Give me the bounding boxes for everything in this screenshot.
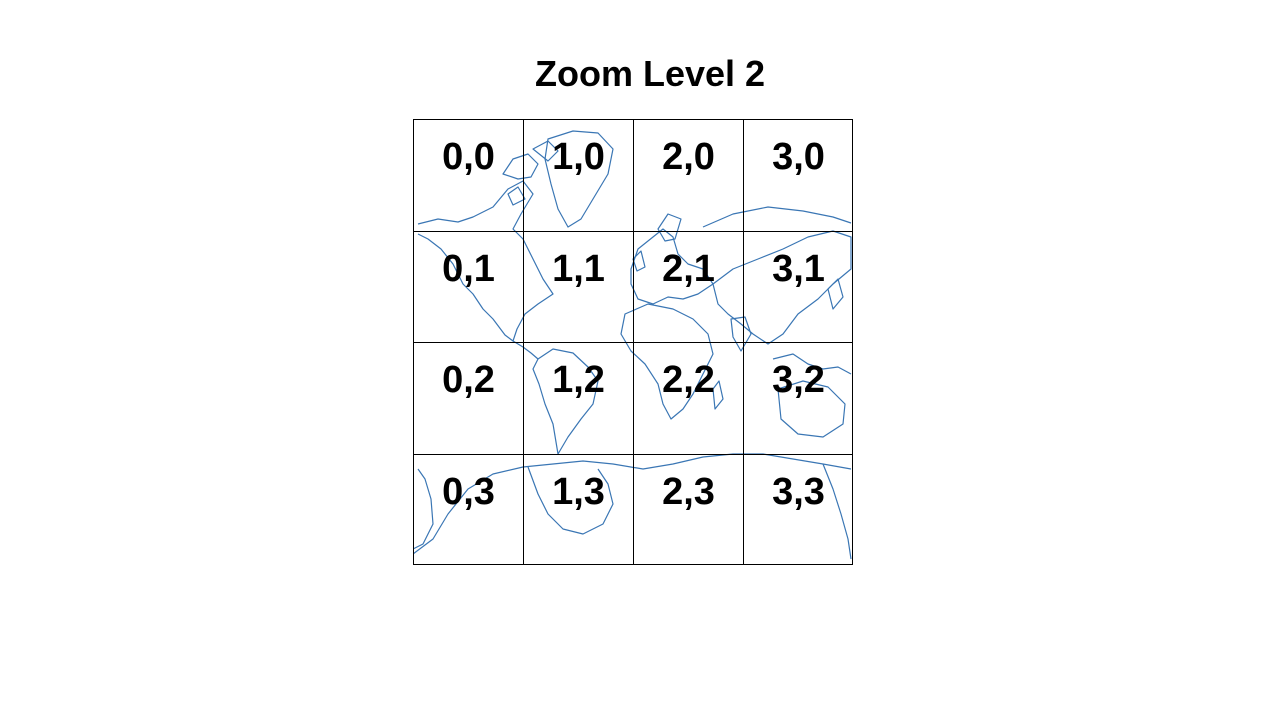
scandinavia-coast: [657, 213, 682, 242]
south-america-coast: [532, 348, 599, 455]
tile-label: 1,3: [552, 470, 605, 513]
tile-label: 1,2: [552, 359, 605, 401]
tile-label: 1,1: [552, 247, 605, 290]
tile-0-2[interactable]: 0,2: [413, 342, 523, 454]
tile-0-1[interactable]: 0,1: [413, 230, 523, 342]
indonesia-coast: [772, 353, 852, 375]
tile-label: 2,1: [662, 247, 715, 290]
tile-0-0[interactable]: 0,0: [413, 119, 523, 231]
japan-coast: [827, 278, 844, 310]
tile-2-1[interactable]: 2,1: [633, 230, 743, 342]
slide-title: Zoom Level 2: [534, 53, 766, 94]
tile-label: 3,1: [772, 247, 825, 290]
madagascar-coast: [712, 380, 724, 410]
tile-1-3[interactable]: 1,3: [523, 453, 633, 565]
tile-1-0[interactable]: 1,0: [523, 119, 633, 231]
siberia-coast: [702, 206, 852, 228]
tile-label: 2,3: [662, 470, 715, 513]
antarctica-east-coast: [822, 463, 852, 560]
uk-coast: [632, 250, 646, 272]
tile-label: 3,3: [772, 470, 825, 513]
tile-grid: 0,0 1,0 2,0 3,0 0,1 1,1 2,1 3,1 0,2 1,2 …: [413, 119, 853, 565]
tile-0-3[interactable]: 0,3: [413, 453, 523, 565]
australia-coast: [777, 380, 846, 438]
tile-3-3[interactable]: 3,3: [743, 453, 853, 565]
europe-coast: [630, 228, 714, 305]
tile-label: 0,1: [442, 247, 495, 290]
central-america-coast: [512, 340, 539, 360]
tile-label: 0,0: [442, 136, 495, 178]
tile-label: 2,0: [662, 136, 715, 178]
tile-1-1[interactable]: 1,1: [523, 230, 633, 342]
tile-1-2[interactable]: 1,2: [523, 342, 633, 454]
tile-2-0[interactable]: 2,0: [633, 119, 743, 231]
africa-coast: [620, 303, 714, 420]
world-map: [413, 130, 852, 560]
west-antarctica-coast: [413, 468, 434, 550]
tile-2-3[interactable]: 2,3: [633, 453, 743, 565]
tile-3-0[interactable]: 3,0: [743, 119, 853, 231]
tile-3-1[interactable]: 3,1: [743, 230, 853, 342]
antarctic-peninsula-coast: [527, 466, 614, 535]
canadian-islands: [502, 140, 559, 206]
tile-label: 3,0: [772, 136, 825, 178]
north-america-coast: [417, 180, 554, 342]
tile-label: 1,0: [552, 136, 605, 178]
tile-3-2[interactable]: 3,2: [743, 342, 853, 454]
tile-label: 2,2: [662, 359, 715, 401]
tile-label: 3,2: [772, 359, 825, 401]
asia-coast: [712, 230, 852, 345]
tile-label: 0,2: [442, 359, 495, 401]
greenland-coast: [544, 130, 614, 228]
tile-label: 0,3: [442, 470, 495, 513]
tile-2-2[interactable]: 2,2: [633, 342, 743, 454]
antarctica-coast: [413, 453, 852, 555]
